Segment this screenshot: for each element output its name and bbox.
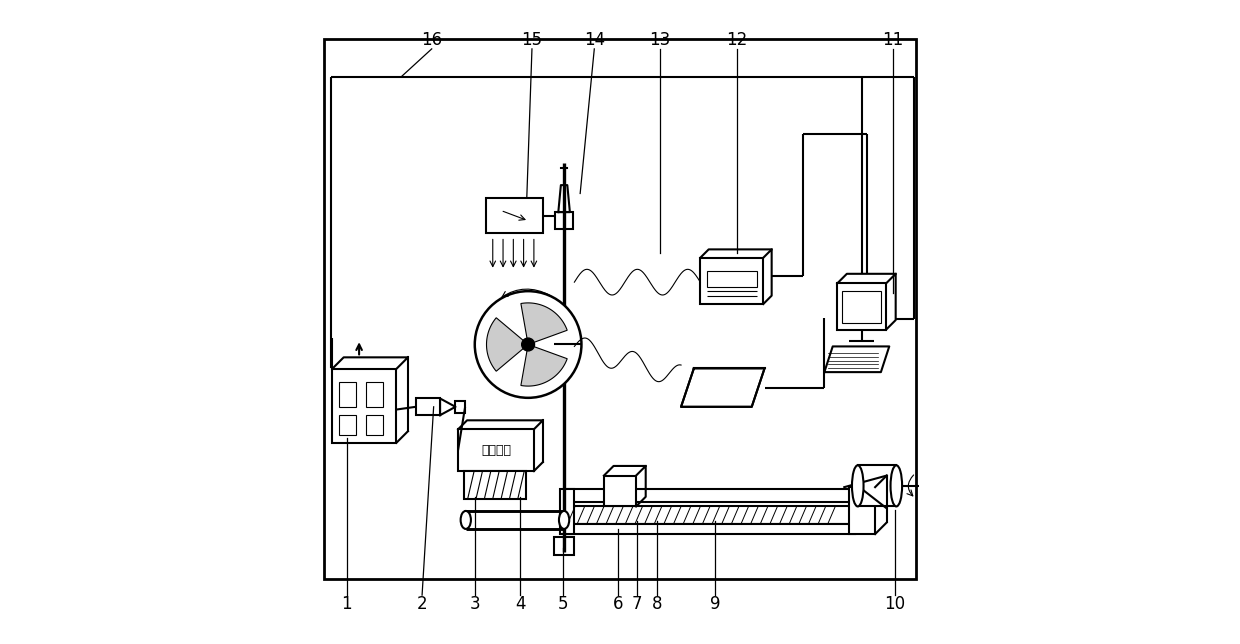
Bar bbox=[849, 487, 875, 534]
Text: 4: 4 bbox=[515, 595, 526, 613]
Bar bbox=[701, 258, 764, 304]
Bar bbox=[339, 415, 356, 435]
Circle shape bbox=[522, 338, 534, 351]
Bar bbox=[458, 430, 534, 471]
Bar bbox=[366, 415, 383, 435]
Text: 14: 14 bbox=[584, 31, 605, 49]
Bar bbox=[325, 39, 915, 579]
Bar bbox=[366, 382, 383, 408]
Text: 12: 12 bbox=[727, 31, 748, 49]
Ellipse shape bbox=[890, 466, 903, 506]
Bar bbox=[837, 283, 887, 330]
Bar bbox=[465, 471, 526, 498]
Polygon shape bbox=[521, 345, 567, 386]
Bar bbox=[560, 489, 574, 534]
Ellipse shape bbox=[460, 511, 471, 529]
Bar bbox=[554, 537, 574, 555]
Text: 光电陶瓷: 光电陶瓷 bbox=[481, 444, 511, 457]
Bar bbox=[332, 369, 397, 443]
Ellipse shape bbox=[852, 466, 863, 506]
Text: 2: 2 bbox=[417, 595, 428, 613]
Bar bbox=[554, 337, 574, 355]
Bar bbox=[707, 270, 756, 287]
Text: 1: 1 bbox=[341, 595, 352, 613]
Bar bbox=[604, 475, 636, 506]
Bar bbox=[486, 198, 543, 233]
Text: 7: 7 bbox=[632, 595, 642, 613]
Bar bbox=[858, 466, 897, 506]
Bar bbox=[339, 382, 356, 408]
Bar bbox=[564, 506, 854, 524]
Polygon shape bbox=[681, 368, 765, 407]
Text: 9: 9 bbox=[709, 595, 720, 613]
Text: 11: 11 bbox=[883, 31, 904, 49]
Text: 15: 15 bbox=[521, 31, 543, 49]
Polygon shape bbox=[521, 303, 567, 345]
Bar bbox=[455, 401, 465, 413]
Text: 5: 5 bbox=[558, 595, 569, 613]
Text: 8: 8 bbox=[652, 595, 662, 613]
Text: 6: 6 bbox=[613, 595, 624, 613]
Circle shape bbox=[475, 291, 582, 398]
Bar bbox=[564, 524, 854, 534]
Bar bbox=[564, 489, 854, 502]
Bar bbox=[556, 212, 573, 229]
Text: 10: 10 bbox=[884, 595, 905, 613]
Text: 16: 16 bbox=[422, 31, 443, 49]
Ellipse shape bbox=[559, 511, 569, 529]
Text: 13: 13 bbox=[650, 31, 671, 49]
Bar bbox=[415, 399, 440, 415]
Text: 3: 3 bbox=[470, 595, 481, 613]
Bar bbox=[842, 291, 880, 323]
Polygon shape bbox=[486, 317, 528, 371]
